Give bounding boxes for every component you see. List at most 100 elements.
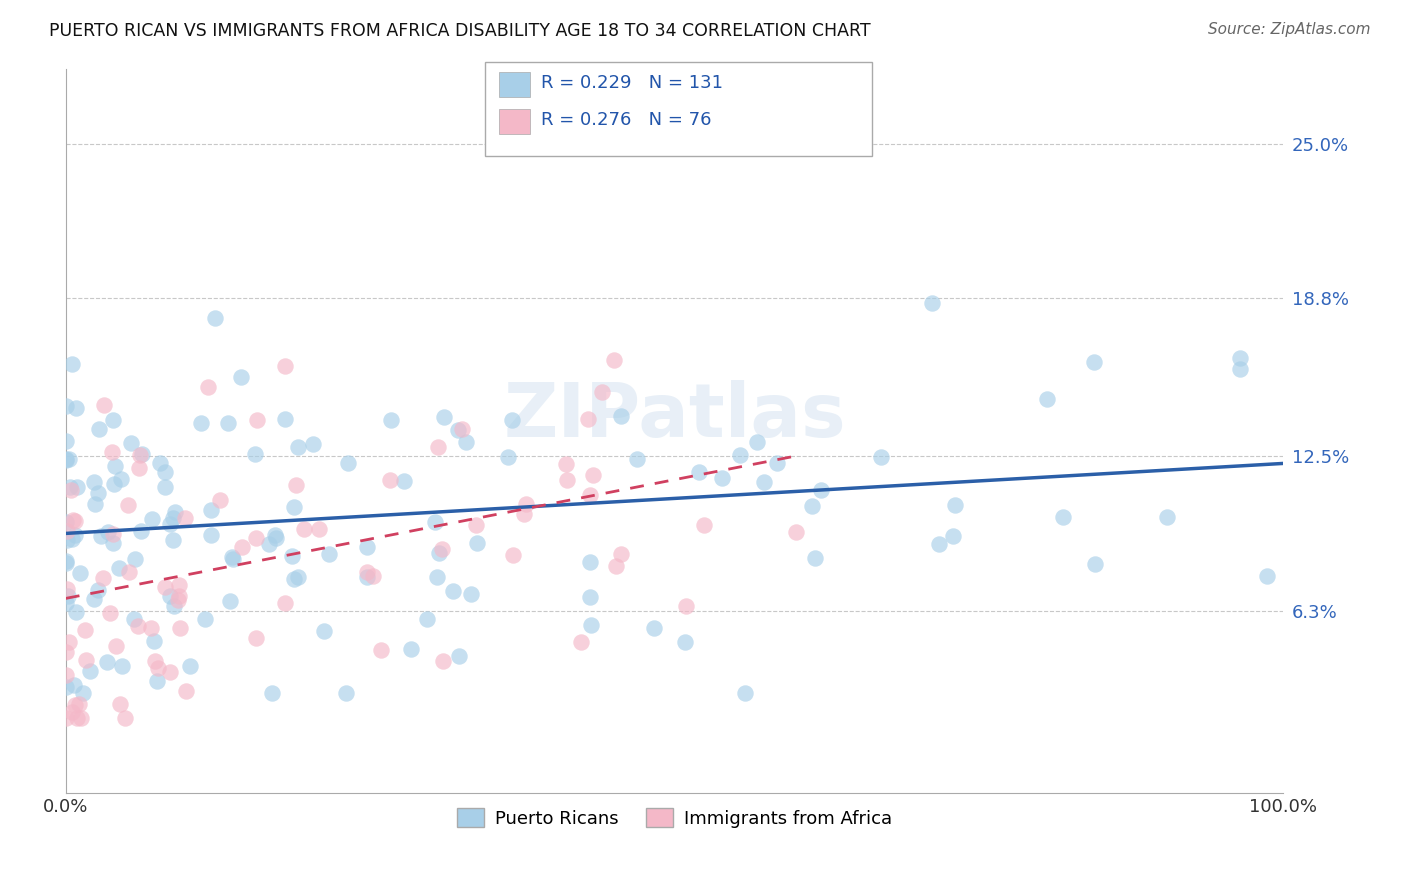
Point bbox=[728, 448, 751, 462]
Point bbox=[515, 497, 537, 511]
Point bbox=[98, 606, 121, 620]
Point bbox=[149, 456, 172, 470]
Point bbox=[204, 310, 226, 325]
Point bbox=[63, 527, 86, 541]
Point bbox=[90, 529, 112, 543]
Point bbox=[139, 621, 162, 635]
Point bbox=[120, 436, 142, 450]
Point bbox=[55, 668, 77, 682]
Point bbox=[89, 422, 111, 436]
Point bbox=[928, 537, 950, 551]
Point bbox=[432, 541, 454, 556]
Point bbox=[302, 437, 325, 451]
Point bbox=[432, 655, 454, 669]
Point bbox=[55, 711, 77, 725]
Point bbox=[287, 441, 309, 455]
Point bbox=[581, 467, 603, 482]
Point bbox=[162, 533, 184, 547]
Point bbox=[673, 635, 696, 649]
Point bbox=[143, 634, 166, 648]
Point bbox=[626, 452, 648, 467]
Point bbox=[356, 570, 378, 584]
Point bbox=[576, 411, 599, 425]
Point bbox=[754, 475, 776, 489]
Point bbox=[55, 434, 77, 448]
Point bbox=[513, 507, 536, 521]
Point bbox=[571, 635, 593, 649]
Point bbox=[146, 673, 169, 688]
Point bbox=[501, 413, 523, 427]
Point bbox=[162, 511, 184, 525]
Point bbox=[56, 582, 79, 596]
Point bbox=[75, 653, 97, 667]
Point bbox=[143, 655, 166, 669]
Point bbox=[555, 474, 578, 488]
Point bbox=[208, 493, 231, 508]
Point bbox=[610, 547, 633, 561]
Point bbox=[166, 593, 188, 607]
Point bbox=[66, 480, 89, 494]
Point bbox=[356, 565, 378, 579]
Point bbox=[55, 554, 77, 568]
Point bbox=[465, 517, 488, 532]
Point bbox=[55, 451, 77, 466]
Point bbox=[609, 409, 631, 423]
Point bbox=[159, 589, 181, 603]
Point bbox=[72, 686, 94, 700]
Point bbox=[169, 578, 191, 592]
Point bbox=[108, 697, 131, 711]
Point bbox=[274, 596, 297, 610]
Point bbox=[84, 497, 107, 511]
Point bbox=[117, 498, 139, 512]
Point bbox=[591, 384, 613, 399]
Point bbox=[129, 524, 152, 538]
Point bbox=[1256, 569, 1278, 583]
Point bbox=[285, 478, 308, 492]
Point bbox=[179, 658, 201, 673]
Point bbox=[1229, 362, 1251, 376]
Point bbox=[60, 357, 83, 371]
Point bbox=[153, 580, 176, 594]
Point bbox=[167, 589, 190, 603]
Point bbox=[263, 528, 285, 542]
Point bbox=[59, 480, 82, 494]
Point bbox=[1229, 351, 1251, 365]
Point bbox=[127, 618, 149, 632]
Point bbox=[578, 591, 600, 605]
Point bbox=[79, 664, 101, 678]
Point bbox=[921, 296, 943, 310]
Point bbox=[427, 545, 450, 559]
Point bbox=[554, 457, 576, 471]
Point bbox=[262, 686, 284, 700]
Point bbox=[219, 593, 242, 607]
Point bbox=[63, 677, 86, 691]
Point bbox=[97, 525, 120, 540]
Point bbox=[67, 698, 90, 712]
Point bbox=[274, 359, 297, 374]
Point bbox=[114, 711, 136, 725]
Point bbox=[146, 661, 169, 675]
Point bbox=[153, 465, 176, 479]
Point bbox=[55, 400, 77, 414]
Point bbox=[190, 417, 212, 431]
Point bbox=[56, 524, 79, 538]
Point bbox=[69, 566, 91, 580]
Point bbox=[460, 587, 482, 601]
Point bbox=[245, 447, 267, 461]
Point bbox=[675, 599, 697, 614]
Point bbox=[101, 412, 124, 426]
Point bbox=[200, 528, 222, 542]
Point bbox=[159, 665, 181, 680]
Point bbox=[55, 515, 77, 529]
Point bbox=[221, 550, 243, 565]
Point bbox=[101, 535, 124, 549]
Point bbox=[308, 522, 330, 536]
Point bbox=[217, 417, 239, 431]
Point bbox=[131, 447, 153, 461]
Point bbox=[602, 353, 624, 368]
Point bbox=[56, 590, 79, 604]
Legend: Puerto Ricans, Immigrants from Africa: Puerto Ricans, Immigrants from Africa bbox=[450, 801, 898, 835]
Point bbox=[87, 582, 110, 597]
Point bbox=[104, 458, 127, 473]
Point bbox=[65, 605, 87, 619]
